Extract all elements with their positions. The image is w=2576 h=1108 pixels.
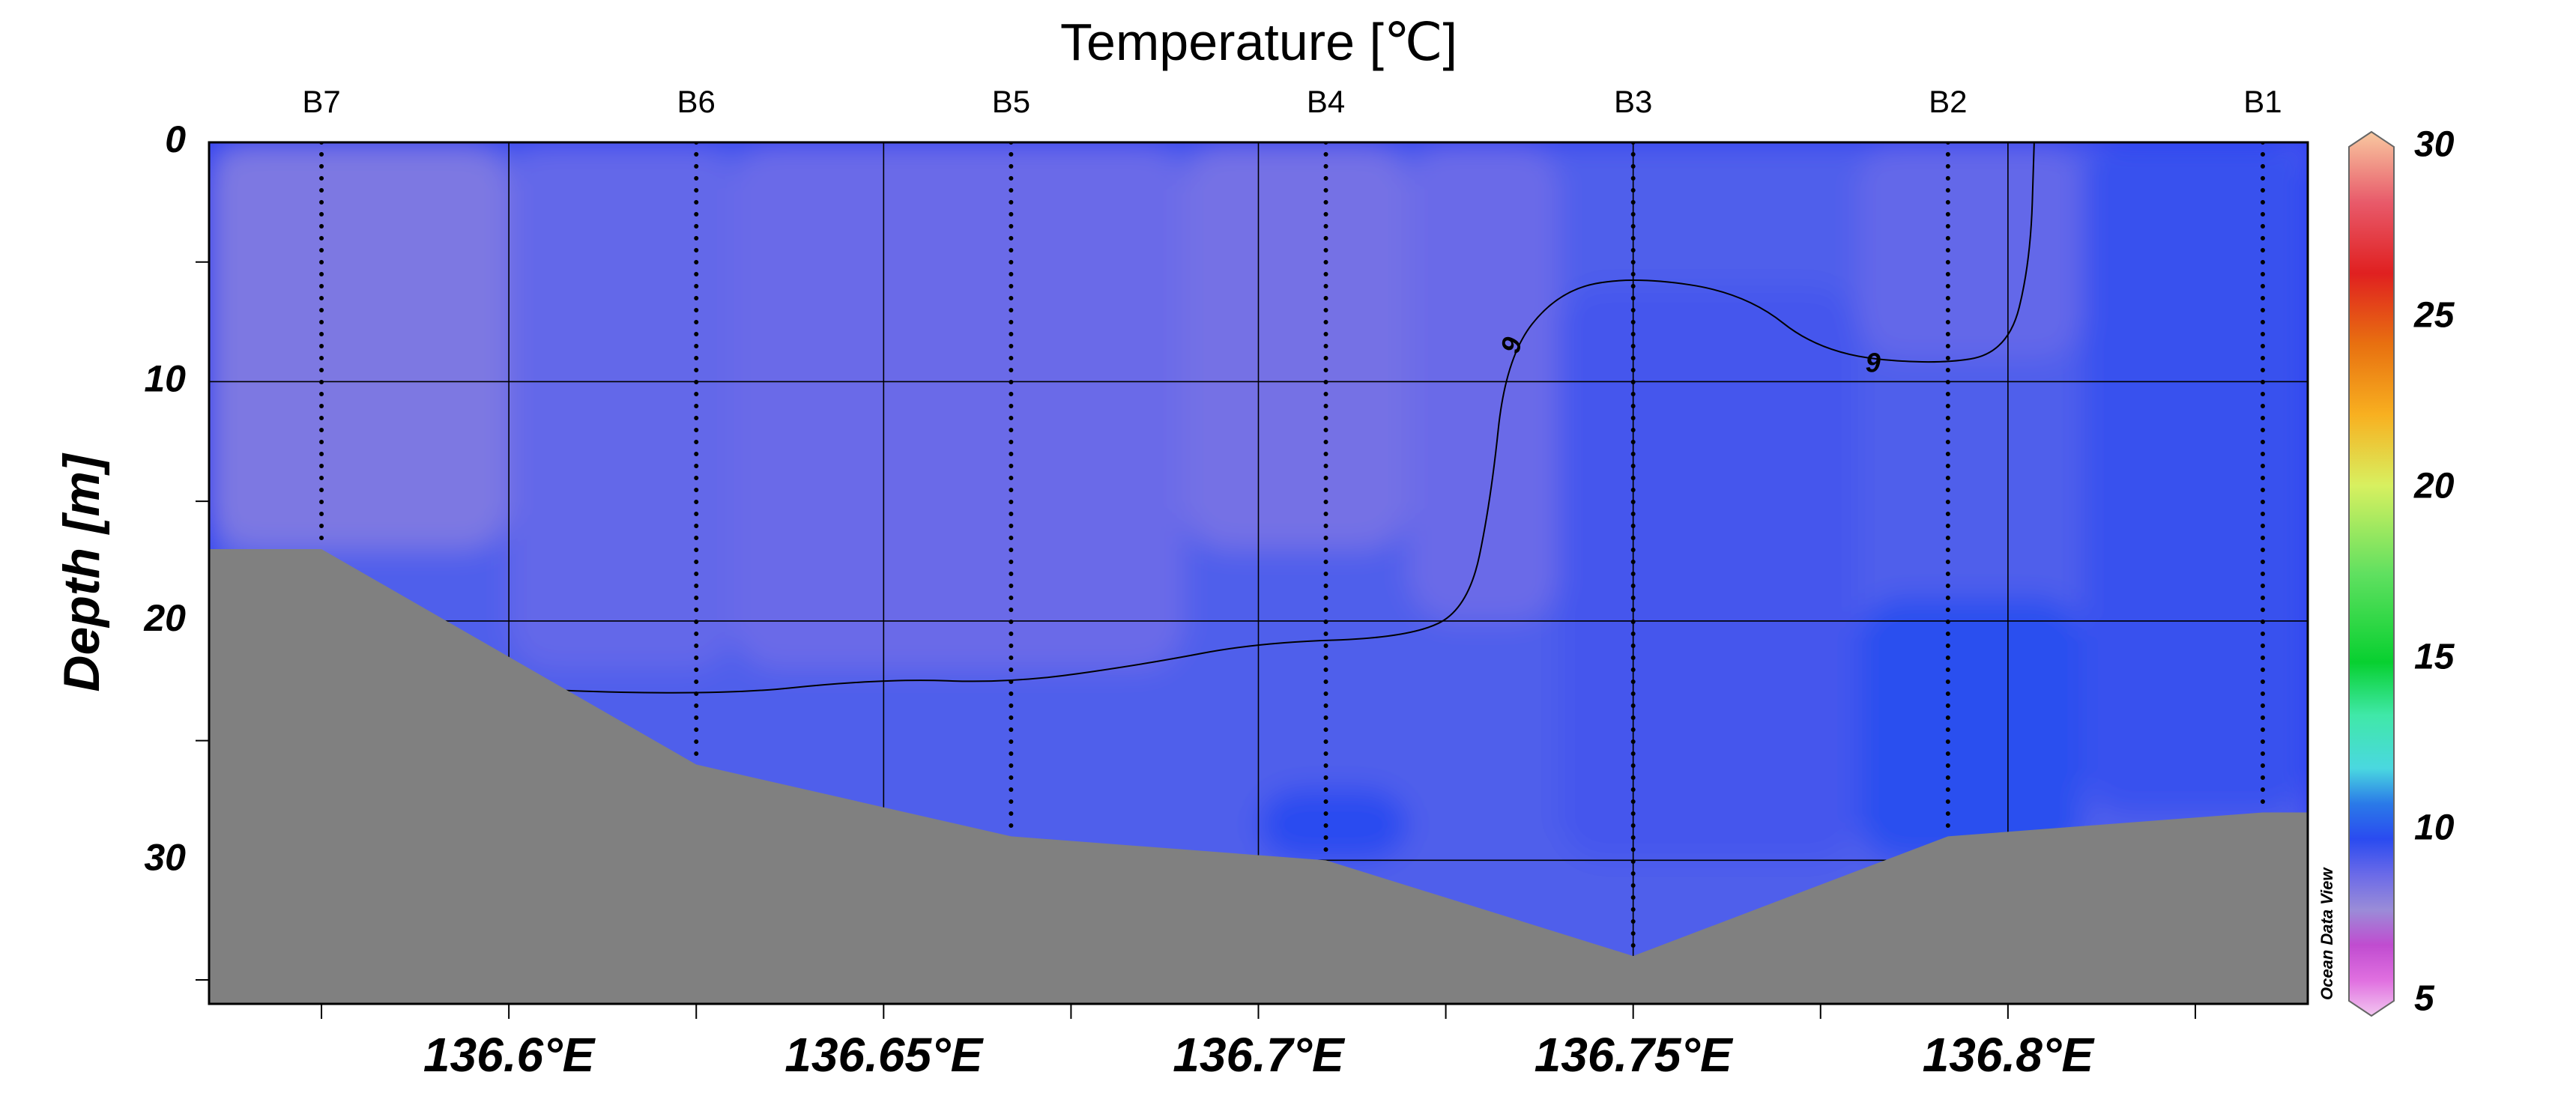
field-patch	[509, 142, 734, 669]
watermark: Ocean Data View	[2318, 867, 2336, 1000]
field-patch	[1857, 142, 2083, 358]
colorbar-label: 15	[2414, 638, 2455, 677]
station-label-B7: B7	[302, 84, 340, 119]
y-axis-label: Depth [m]	[53, 452, 110, 692]
x-tick-label: 136.75°E	[1535, 1028, 1734, 1082]
bathymetry-fill	[209, 549, 2308, 1004]
x-tick-label: 136.8°E	[1923, 1028, 2096, 1082]
station-label-B3: B3	[1614, 84, 1652, 119]
field-patch	[734, 142, 1184, 669]
field-patch	[1857, 596, 2083, 861]
station-label-B4: B4	[1307, 84, 1345, 119]
colorbar-label: 25	[2413, 296, 2455, 336]
plot-area: 99	[208, 141, 2309, 1005]
y-tick-label: 20	[143, 597, 186, 639]
contour-label: 9	[1866, 348, 1881, 378]
bathymetry	[209, 549, 2308, 1004]
station-casts	[319, 142, 2265, 959]
colorbar-label: 20	[2413, 467, 2455, 506]
y-tick-label: 30	[144, 837, 186, 879]
y-tick-label: 10	[144, 358, 186, 400]
chart-title: Temperature [℃]	[1060, 13, 1457, 71]
x-tick-label: 136.6°E	[423, 1028, 596, 1082]
colorbar: 30 25 20 15 10 5	[2348, 125, 2455, 1019]
contour-line	[509, 142, 2035, 694]
field-patch	[1183, 142, 1409, 550]
station-labels: B7 B6 B5 B4 B3 B2 B1	[302, 84, 2282, 119]
x-axis: 136.6°E 136.65°E 136.7°E 136.75°E 136.8°E	[321, 1004, 2196, 1082]
colorbar-label: 30	[2414, 125, 2455, 165]
x-tick-label: 136.65°E	[784, 1028, 984, 1082]
x-tick-label: 136.7°E	[1173, 1028, 1346, 1082]
station-label-B6: B6	[677, 84, 716, 119]
colorbar-label: 10	[2414, 808, 2455, 848]
field-patch	[209, 142, 510, 550]
station-label-B2: B2	[1929, 84, 1967, 119]
field-patch	[1558, 285, 1858, 861]
colorbar-label: 5	[2414, 979, 2435, 1019]
field-patch	[2082, 142, 2308, 813]
colorbar-scale	[2348, 130, 2395, 1017]
colorbar-labels: 30 25 20 15 10 5	[2413, 125, 2455, 1019]
y-axis: 0 10 20 30	[143, 118, 209, 981]
station-label-B1: B1	[2243, 84, 2282, 119]
station-label-B5: B5	[992, 84, 1030, 119]
field-patch	[1258, 788, 1409, 861]
y-tick-label: 0	[165, 118, 186, 160]
